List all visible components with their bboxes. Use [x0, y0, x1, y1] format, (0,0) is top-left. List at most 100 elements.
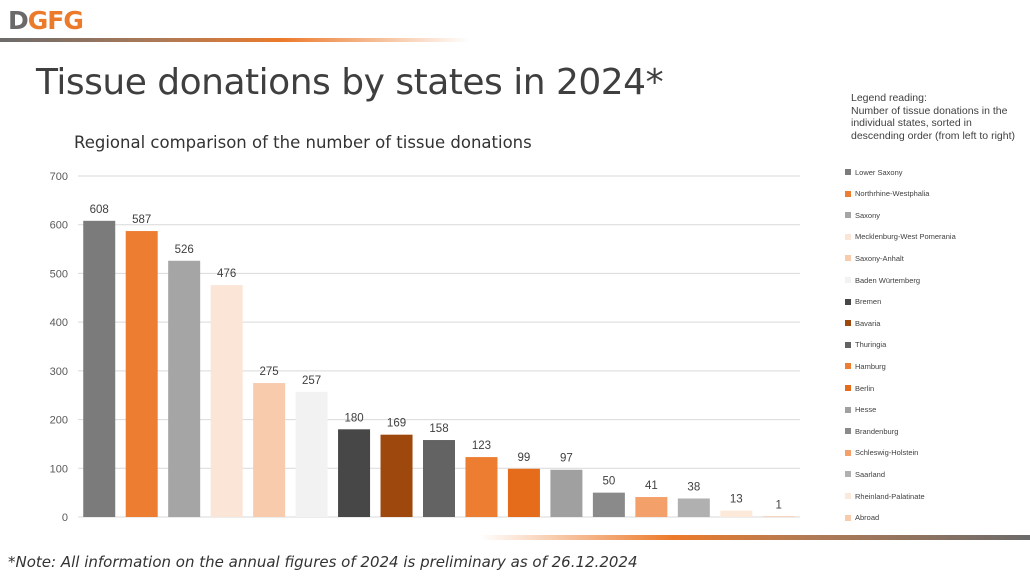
legend-swatch	[845, 212, 851, 219]
data-label: 476	[217, 268, 236, 280]
y-tick-label: 600	[50, 220, 68, 232]
data-label: 99	[518, 452, 531, 464]
legend-item: Abroad	[845, 512, 879, 524]
bar-northrhine-westphalia	[125, 231, 158, 517]
dgfg-logo: DGFG	[8, 6, 84, 36]
data-label: 158	[429, 423, 448, 435]
legend-label: Bremen	[855, 297, 882, 307]
y-tick-label: 400	[50, 317, 68, 329]
legend-swatch	[845, 493, 851, 499]
legend-label: Bavaria	[855, 318, 881, 328]
data-label: 608	[90, 204, 109, 216]
legend-swatch	[845, 385, 851, 391]
legend-label: Schleswig-Holstein	[855, 448, 919, 458]
legend-swatch	[845, 190, 851, 197]
bar-schleswig-holstein	[635, 497, 668, 517]
y-tick-label: 500	[50, 268, 68, 280]
legend-item: Saarland	[845, 468, 885, 480]
y-tick-label: 0	[62, 512, 68, 524]
y-tick-label: 700	[50, 171, 68, 183]
legend-item: Bremen	[845, 296, 881, 308]
bar-saxony-anhalt	[253, 383, 286, 517]
data-label: 526	[175, 244, 194, 256]
legend-item: Saxony-Anhalt	[845, 252, 904, 264]
legend-explanation: Legend reading: Number of tissue donatio…	[851, 92, 1021, 142]
data-label: 275	[260, 366, 279, 378]
bar-rheinland-palatinate	[720, 510, 753, 517]
legend-item: Thuringia	[845, 339, 886, 351]
bar-saxony	[168, 260, 201, 517]
bar-mecklenburg-west-pomerania	[210, 285, 243, 517]
legend-swatch	[845, 277, 851, 283]
legend-swatch	[845, 255, 851, 262]
logo-letter-d: D	[8, 6, 29, 35]
y-tick-label: 100	[50, 463, 68, 475]
bar-bremen	[338, 429, 371, 517]
data-label: 169	[387, 418, 406, 430]
legend-label: Berlin	[855, 383, 875, 393]
data-label: 38	[687, 481, 700, 493]
legend-item: Hesse	[845, 404, 876, 416]
legend-explanation-line1: Legend reading:	[851, 92, 927, 104]
data-label: 180	[344, 412, 363, 424]
y-tick-label: 200	[50, 415, 68, 427]
legend-label: Baden Würtemberg	[855, 275, 921, 285]
legend-label: Saarland	[855, 469, 886, 479]
logo-letters-gfg: GFG	[27, 6, 84, 35]
data-label: 97	[560, 453, 573, 465]
legend-label: Abroad	[855, 513, 880, 523]
legend-swatch	[845, 341, 851, 348]
data-label: 41	[645, 480, 658, 492]
chart-title: Regional comparison of the number of tis…	[74, 133, 532, 152]
bottom-accent-line	[480, 535, 1030, 540]
legend-label: Hamburg	[855, 361, 886, 371]
legend-swatch	[845, 233, 851, 240]
legend-label: Northrhine-Westphalia	[855, 189, 930, 199]
legend-explanation-line2: Number of tissue donations in the indivi…	[851, 104, 1015, 142]
bar-lower-saxony	[83, 220, 116, 517]
legend-item: Mecklenburg-West Pomerania	[845, 231, 956, 243]
legend-item: Saxony	[845, 209, 880, 221]
legend-swatch	[845, 298, 851, 305]
legend-item: Berlin	[845, 382, 874, 394]
legend-label: Brandenburg	[855, 426, 899, 436]
bar-brandenburg	[592, 492, 625, 517]
bar-hesse	[550, 469, 583, 517]
legend-item: Bavaria	[845, 317, 880, 329]
legend-swatch	[845, 406, 851, 413]
legend-label: Lower Saxony	[855, 167, 903, 177]
data-label: 13	[730, 494, 743, 506]
legend-label: Saxony	[855, 210, 881, 220]
bar-thuringia	[423, 440, 455, 517]
legend-label: Thuringia	[855, 340, 887, 350]
legend-item: Schleswig-Holstein	[845, 447, 918, 459]
bar-berlin	[507, 468, 540, 517]
legend-label: Rheinland-Palatinate	[855, 491, 925, 501]
data-label: 587	[132, 214, 151, 226]
bar-hamburg	[465, 457, 498, 517]
legend-label: Saxony-Anhalt	[855, 253, 904, 263]
legend-item: Rheinland-Palatinate	[845, 490, 925, 502]
data-label: 257	[302, 375, 321, 387]
legend-swatch	[845, 449, 851, 456]
bar-saarland	[677, 498, 710, 517]
data-label: 50	[602, 476, 615, 488]
y-tick-label: 300	[50, 366, 68, 378]
page-title: Tissue donations by states in 2024*	[36, 62, 664, 103]
footnote: *Note: All information on the annual fig…	[8, 553, 638, 571]
legend-label: Hesse	[855, 405, 877, 415]
legend-item: Baden Würtemberg	[845, 274, 920, 286]
legend-item: Lower Saxony	[845, 166, 903, 178]
legend-swatch	[845, 169, 851, 175]
legend-label: Mecklenburg-West Pomerania	[855, 232, 956, 242]
legend-swatch	[845, 514, 851, 521]
legend-swatch	[845, 363, 851, 370]
bar-bavaria	[380, 434, 413, 517]
legend-item: Northrhine-Westphalia	[845, 188, 929, 200]
legend-item: Brandenburg	[845, 425, 898, 437]
legend-item: Hamburg	[845, 360, 886, 372]
bar-baden-w-rtemberg	[295, 391, 328, 517]
legend-swatch	[845, 428, 851, 435]
data-label: 123	[472, 440, 491, 452]
